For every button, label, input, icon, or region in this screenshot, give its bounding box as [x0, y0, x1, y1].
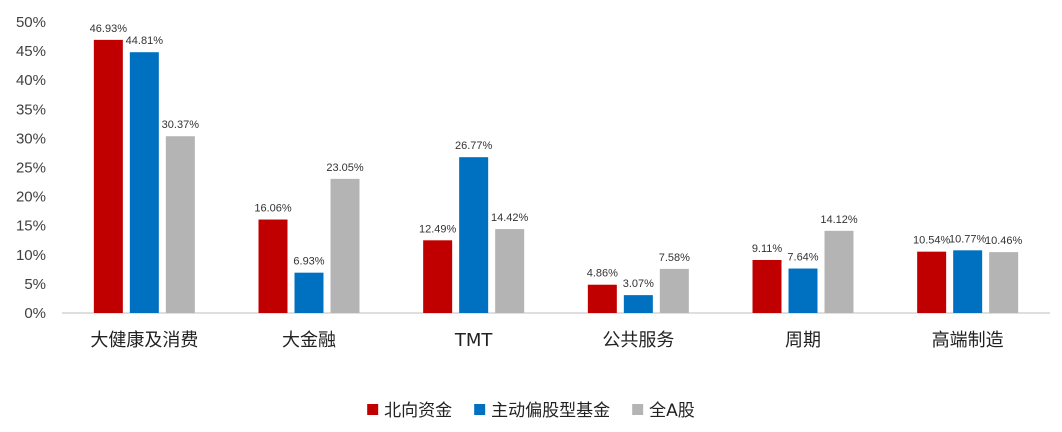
y-tick-label: 25%	[16, 160, 46, 177]
y-tick-label: 45%	[16, 43, 46, 60]
bar-2-3	[459, 157, 489, 313]
y-tick-label: 20%	[16, 189, 46, 206]
bar-2-1	[129, 52, 159, 313]
bar-2-2	[294, 272, 324, 313]
bar-1-2	[258, 219, 288, 313]
legend-label: 主动偏股型基金	[491, 401, 610, 421]
bar-1-4	[587, 284, 617, 313]
legend-swatch	[474, 404, 486, 415]
y-tick-label: 40%	[16, 72, 46, 89]
y-tick-label: 0%	[24, 305, 46, 322]
x-category-label: 公共服务	[602, 330, 674, 351]
legend-item: 北向资金	[367, 401, 452, 421]
bar-2-4	[623, 295, 653, 313]
legend-label: 全A股	[649, 401, 695, 421]
data-label: 30.37%	[162, 119, 200, 131]
data-label: 7.58%	[659, 252, 690, 264]
bar-2-6	[953, 250, 983, 313]
y-tick-label: 5%	[24, 276, 46, 293]
data-label: 4.86%	[587, 268, 618, 280]
bar-1-1	[93, 39, 123, 313]
data-label: 16.06%	[254, 203, 292, 215]
y-tick-label: 10%	[16, 247, 46, 264]
x-category-label: TMT	[454, 330, 494, 351]
y-axis: 0% 5% 10% 15% 20% 25% 30% 35% 40% 45% 50%	[16, 14, 46, 322]
data-label: 10.77%	[949, 233, 987, 245]
data-label: 12.49%	[419, 223, 457, 235]
data-label: 14.42%	[491, 212, 529, 224]
x-category-label: 高端制造	[932, 330, 1004, 351]
data-label: 26.77%	[455, 140, 493, 152]
bar-3-4	[659, 268, 689, 313]
y-tick-label: 50%	[16, 14, 46, 31]
bar-3-3	[495, 229, 525, 313]
data-label: 9.11%	[752, 243, 783, 255]
category-labels: 大健康及消费 大金融 TMT 公共服务 周期 高端制造	[90, 330, 1003, 351]
y-tick-label: 30%	[16, 130, 46, 147]
bar-2-5	[788, 268, 818, 313]
legend-item: 主动偏股型基金	[474, 401, 610, 421]
data-label: 7.64%	[787, 252, 818, 264]
data-label: 10.46%	[985, 235, 1023, 247]
data-label: 3.07%	[623, 278, 654, 290]
data-label: 46.93%	[90, 23, 128, 35]
x-category-label: 大金融	[282, 330, 336, 351]
bar-1-6	[917, 251, 947, 313]
data-label: 14.12%	[820, 214, 858, 226]
bars	[93, 39, 1019, 313]
data-label: 6.93%	[293, 256, 324, 268]
y-tick-label: 15%	[16, 218, 46, 235]
legend-swatch	[632, 404, 644, 415]
data-label: 44.81%	[126, 35, 164, 47]
bar-3-2	[330, 178, 360, 313]
x-category-label: 大健康及消费	[90, 330, 198, 351]
data-label: 10.54%	[913, 235, 951, 247]
data-label: 23.05%	[326, 162, 364, 174]
x-category-label: 周期	[785, 330, 821, 351]
bar-3-5	[824, 230, 854, 313]
bar-1-5	[752, 259, 782, 313]
bar-3-6	[989, 252, 1019, 313]
legend: 北向资金 主动偏股型基金 全A股	[367, 401, 695, 421]
bar-1-3	[423, 240, 453, 313]
legend-item: 全A股	[632, 401, 695, 421]
legend-swatch	[367, 404, 379, 415]
value-labels: 46.93%44.81% 30.37% 16.06% 6.93% 23.05% 12.49…	[90, 23, 1023, 290]
y-tick-label: 35%	[16, 101, 46, 118]
legend-label: 北向资金	[384, 401, 452, 421]
bar-3-1	[165, 136, 195, 313]
